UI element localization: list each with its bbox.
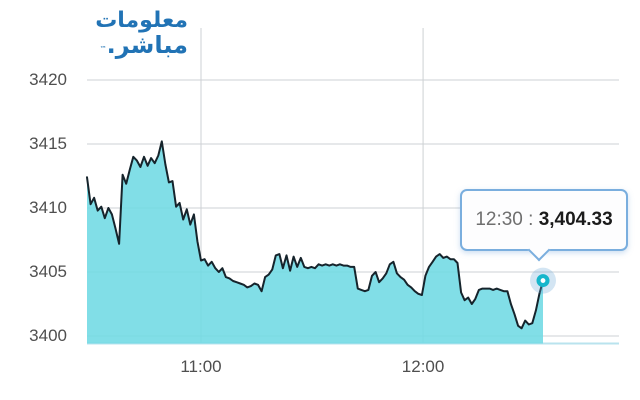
logo-line-2: مباشر.™ xyxy=(99,31,189,60)
tooltip-time: 12:30 xyxy=(475,209,523,230)
logo-line-1: معلومات xyxy=(95,8,189,33)
tooltip-value: 3,404.33 xyxy=(538,209,613,230)
x-axis-label: 11:00 xyxy=(180,357,222,376)
tooltip-separator: : xyxy=(522,209,539,230)
price-line xyxy=(86,140,544,330)
trademark-symbol: ™ xyxy=(99,45,108,54)
marker-center xyxy=(540,278,546,283)
area-fill xyxy=(87,141,543,344)
y-axis-label: 3415 xyxy=(29,134,67,153)
y-axis-label: 3400 xyxy=(29,326,67,345)
y-axis-label: 3410 xyxy=(29,198,67,217)
x-axis-label: 12:00 xyxy=(401,357,445,376)
y-axis-label: 3405 xyxy=(29,262,67,281)
y-axis-label: 3420 xyxy=(29,70,67,89)
chart-tooltip: 12:30 : 3,404.33 xyxy=(460,189,628,262)
mubasher-info-logo: معلومات مباشر.™ xyxy=(86,8,189,60)
